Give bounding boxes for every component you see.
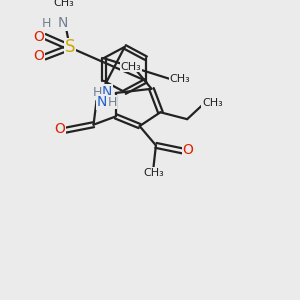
Text: CH₃: CH₃ bbox=[53, 0, 74, 8]
Text: H: H bbox=[107, 96, 117, 109]
Text: S: S bbox=[64, 38, 75, 56]
Text: O: O bbox=[34, 30, 45, 44]
Text: N: N bbox=[97, 95, 107, 109]
Text: CH₃: CH₃ bbox=[120, 62, 141, 72]
Text: CH₃: CH₃ bbox=[169, 74, 190, 84]
Text: N: N bbox=[57, 16, 68, 30]
Text: N: N bbox=[102, 85, 112, 99]
Text: H: H bbox=[92, 85, 102, 99]
Text: CH₃: CH₃ bbox=[143, 168, 164, 178]
Text: O: O bbox=[183, 143, 194, 157]
Text: O: O bbox=[55, 122, 65, 136]
Text: CH₃: CH₃ bbox=[202, 98, 223, 108]
Text: O: O bbox=[34, 49, 45, 63]
Text: H: H bbox=[41, 16, 51, 30]
